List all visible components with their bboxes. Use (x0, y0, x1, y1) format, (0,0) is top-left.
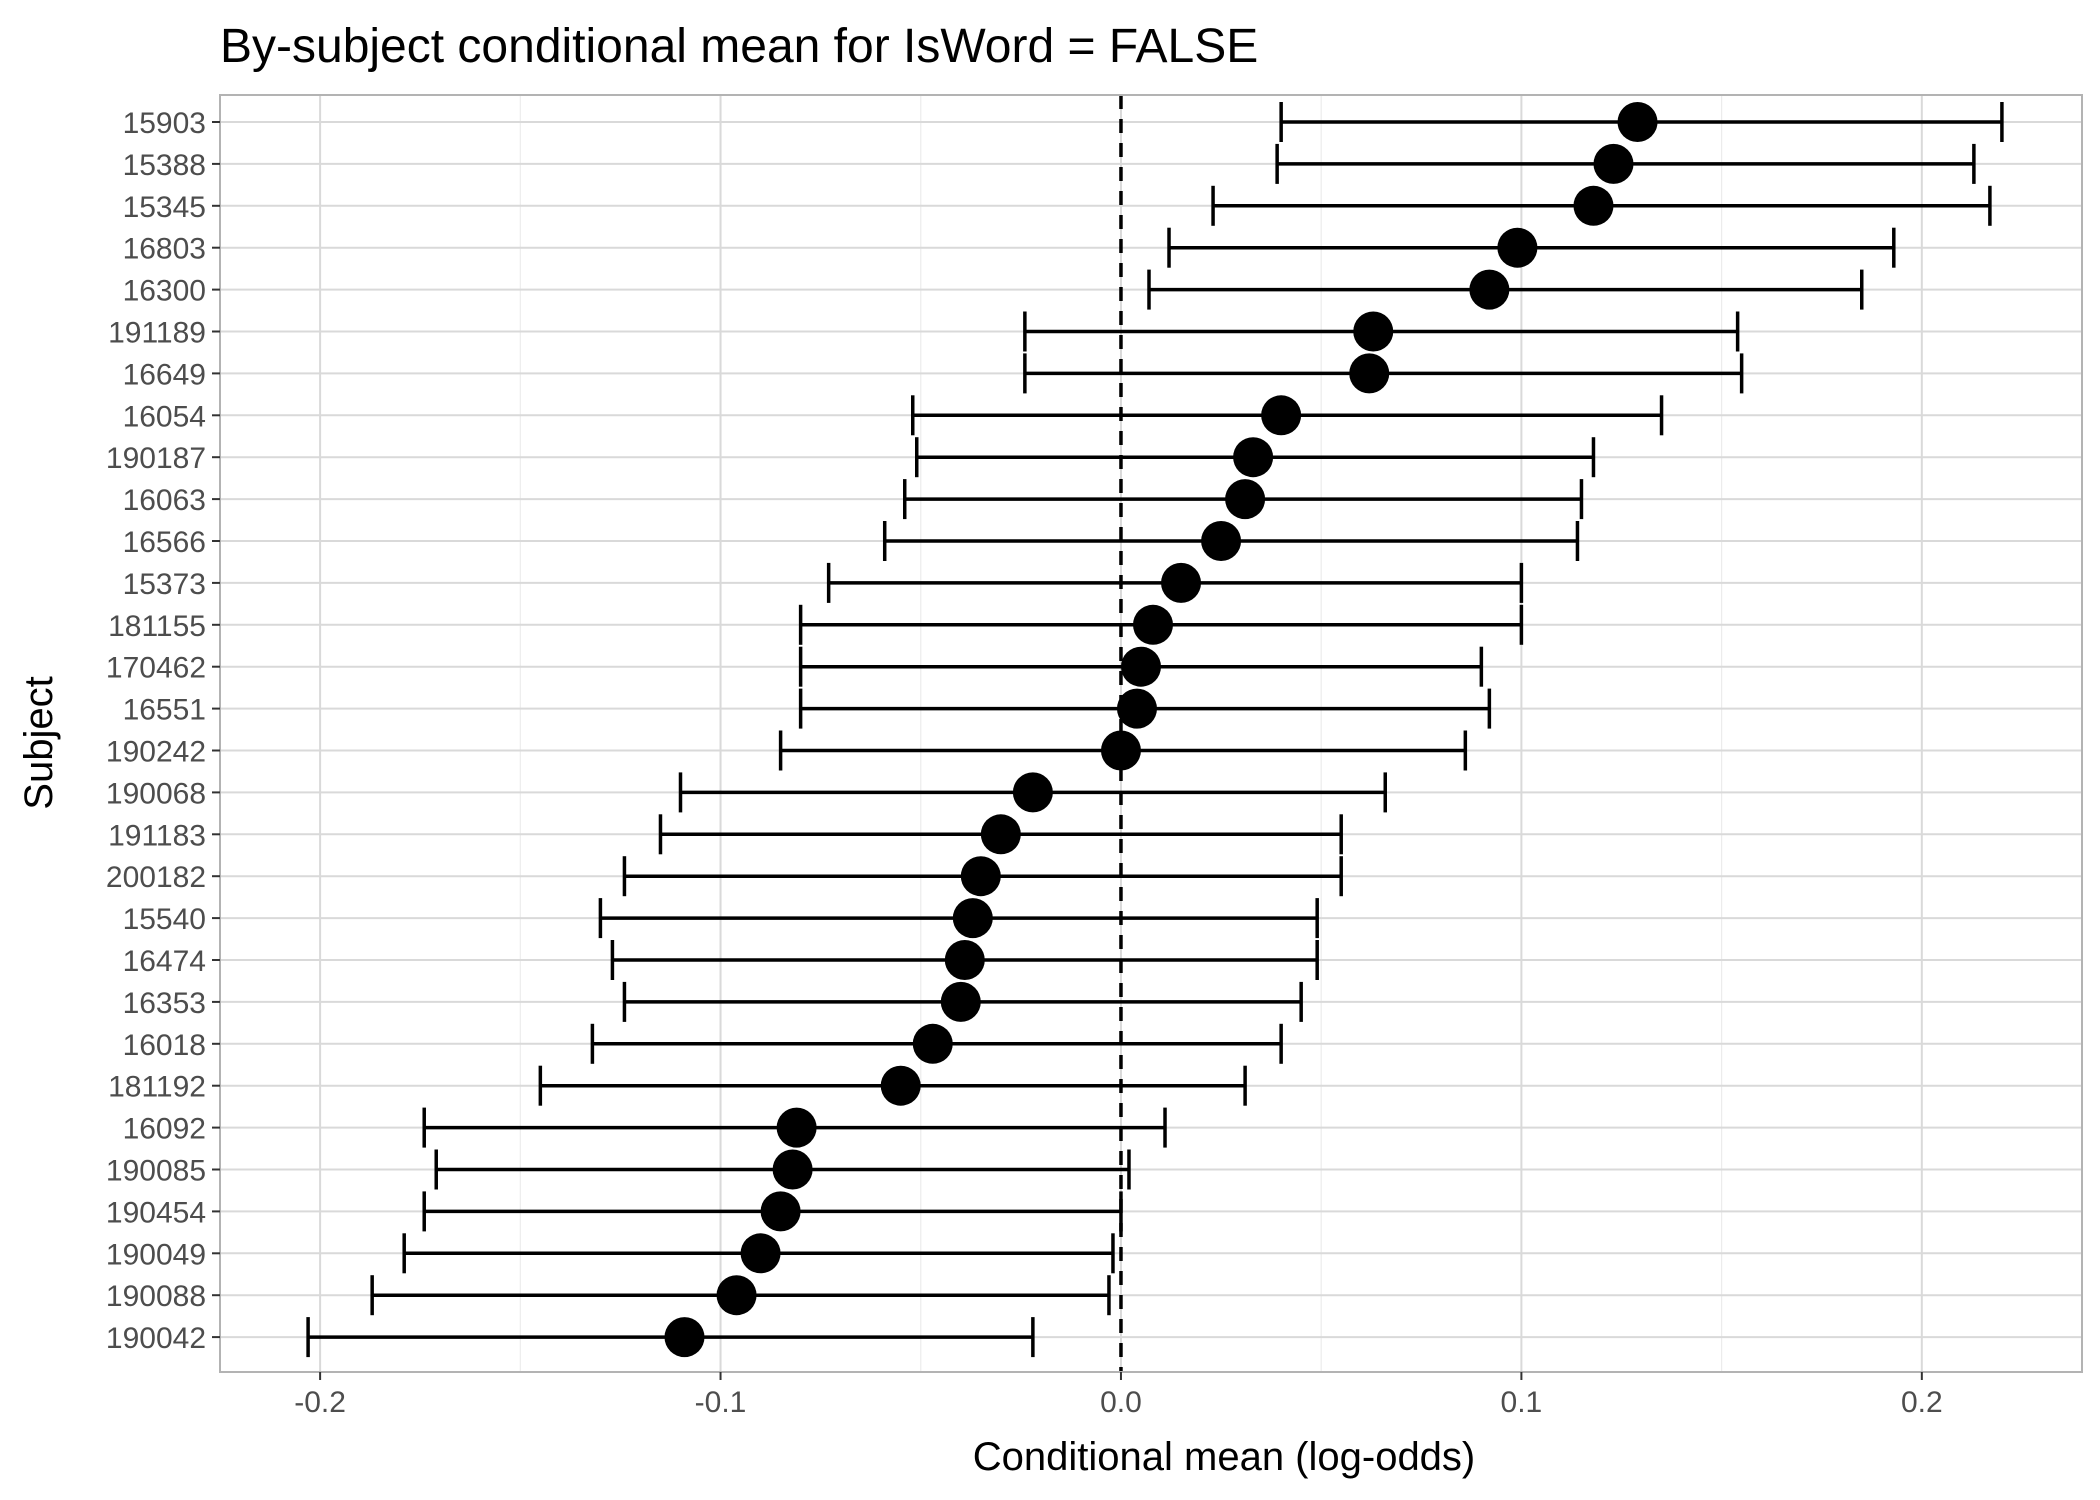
mean-point (952, 898, 993, 939)
y-tick-label: 16566 (123, 526, 206, 559)
mean-point (1201, 521, 1242, 561)
x-tick-label: 0.0 (1100, 1386, 1142, 1419)
mean-point (944, 940, 985, 980)
mean-points (664, 102, 1658, 1358)
mean-point (912, 1023, 953, 1064)
mean-point (772, 1149, 813, 1190)
mean-point (1469, 269, 1510, 310)
mean-point (960, 856, 1001, 897)
mean-point (716, 1275, 757, 1316)
y-tick-label: 200182 (106, 861, 206, 894)
y-axis-title: Subject (17, 676, 61, 809)
y-tick-label: 16474 (123, 945, 206, 978)
y-tick-label: 190042 (106, 1322, 206, 1355)
x-tick-label: -0.1 (695, 1386, 747, 1419)
y-tick-label: 190454 (106, 1196, 206, 1229)
mean-point (1617, 102, 1658, 142)
y-tick-label: 191183 (108, 819, 206, 852)
mean-point (980, 814, 1021, 855)
mean-point (1116, 688, 1157, 729)
y-tick-label: 190088 (106, 1280, 206, 1313)
y-tick-label: 15540 (123, 903, 206, 936)
y-tick-label: 15373 (123, 568, 206, 601)
mean-point (1497, 227, 1538, 268)
y-tick-label: 190187 (106, 442, 206, 475)
y-tick-label: 181192 (108, 1071, 206, 1104)
y-tick-label: 190085 (106, 1155, 206, 1188)
y-tick-label: 15345 (123, 191, 206, 224)
panel-border (219, 94, 2083, 1373)
y-tick-label: 16018 (123, 1029, 206, 1062)
mean-point (760, 1191, 801, 1232)
mean-point (1261, 395, 1302, 436)
y-tick-label: 16092 (123, 1113, 206, 1146)
mean-point (1100, 730, 1141, 771)
mean-point (880, 1065, 921, 1106)
x-axis-title: Conditional mean (log-odds) (973, 1435, 1476, 1479)
mean-point (1120, 646, 1161, 687)
x-tick-label: 0.1 (1501, 1386, 1543, 1419)
y-tick-label: 16803 (123, 233, 206, 266)
mean-point (1573, 185, 1614, 226)
mean-point (1161, 562, 1202, 603)
y-tick-label: 16063 (123, 484, 206, 517)
mean-point (1353, 311, 1394, 352)
y-tick-label: 16551 (123, 694, 206, 727)
y-tick-label: 16054 (123, 400, 206, 433)
mean-point (1133, 604, 1174, 645)
y-tick-label: 190068 (106, 777, 206, 810)
mean-point (664, 1317, 705, 1358)
y-tick-label: 190242 (106, 736, 206, 769)
mean-point (1233, 437, 1274, 478)
x-axis: -0.2 -0.1 0.0 0.1 0.2 (294, 1372, 1943, 1419)
y-tick-label: 15388 (123, 149, 206, 182)
y-tick-label: 170462 (106, 652, 206, 685)
y-tick-label: 16649 (123, 358, 206, 391)
y-tick-label: 15903 (123, 107, 206, 140)
y-tick-label: 16300 (123, 275, 206, 308)
mean-point (740, 1233, 781, 1274)
y-tick-label: 181155 (108, 610, 206, 643)
mean-point (776, 1107, 817, 1148)
mean-point (1593, 143, 1634, 184)
mean-point (1225, 479, 1266, 520)
mean-point (940, 981, 981, 1022)
x-tick-label: 0.2 (1901, 1386, 1943, 1419)
y-tick-label: 190049 (106, 1238, 206, 1271)
y-axis: 15903 15388 15345 16803 16300 191189 16649 1605… (106, 107, 220, 1355)
mean-point (1349, 353, 1390, 394)
chart-title: By-subject conditional mean for IsWord =… (220, 20, 1258, 73)
y-tick-label: 16353 (123, 987, 206, 1020)
y-tick-label: 191189 (108, 317, 206, 350)
grid-lines (220, 95, 2082, 1372)
x-tick-label: -0.2 (294, 1386, 346, 1419)
mean-point (1012, 772, 1053, 813)
